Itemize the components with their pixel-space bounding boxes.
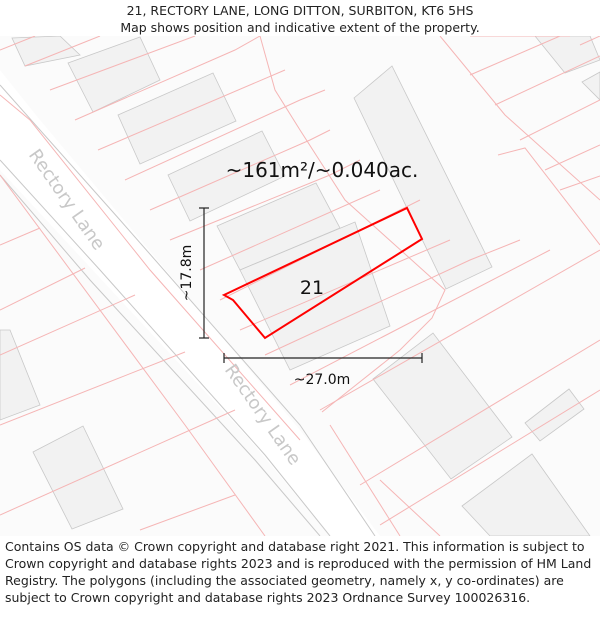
road-edges [0, 84, 376, 536]
plot-number: 21 [300, 277, 324, 299]
map-canvas: ~161m²/~0.040ac. 21 ~17.8m ~27.0m Rector… [0, 36, 600, 536]
property-outline[interactable] [221, 206, 424, 340]
height-measure-label: ~17.8m [179, 245, 195, 302]
copyright-notice: Contains OS data © Crown copyright and d… [5, 539, 592, 605]
map-subtitle: Map shows position and indicative extent… [120, 20, 480, 35]
road-surface [0, 70, 380, 536]
map-header: 21, RECTORY LANE, LONG DITTON, SURBITON,… [0, 0, 600, 36]
area-label: ~161m²/~0.040ac. [226, 158, 419, 182]
property-address: 21, RECTORY LANE, LONG DITTON, SURBITON,… [126, 3, 474, 18]
width-measure-label: ~27.0m [294, 372, 351, 388]
parcel-boundaries [0, 36, 600, 536]
property-map[interactable]: ~161m²/~0.040ac. 21 ~17.8m ~27.0m Rector… [0, 36, 600, 536]
measurement-lines [199, 207, 423, 363]
